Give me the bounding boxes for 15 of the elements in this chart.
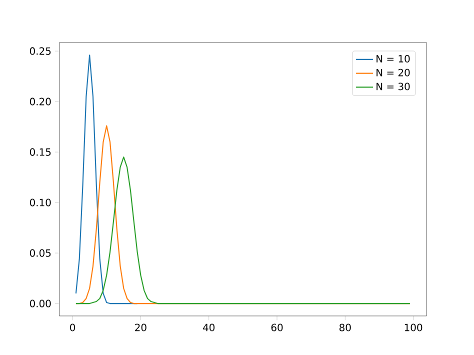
legend-label: N = 10	[376, 54, 410, 63]
legend-label: N = 30	[376, 82, 410, 90]
x-tick-label: 40	[202, 324, 215, 332]
y-tick-label: 0.10	[30, 198, 51, 206]
x-tick-label: 20	[135, 324, 146, 332]
x-tick-label: 100	[404, 324, 422, 332]
y-tick-label: 0.20	[30, 98, 51, 106]
x-tick-label: 0	[70, 324, 76, 332]
legend-label: N = 20	[376, 68, 410, 76]
y-tick-label: 0.15	[30, 148, 51, 156]
x-tick-label: 60	[271, 324, 283, 332]
y-tick-label: 0.05	[30, 249, 51, 257]
y-tick-label: 0.25	[30, 47, 51, 55]
y-tick-label: 0.00	[30, 300, 51, 308]
x-tick-label: 80	[339, 324, 351, 332]
